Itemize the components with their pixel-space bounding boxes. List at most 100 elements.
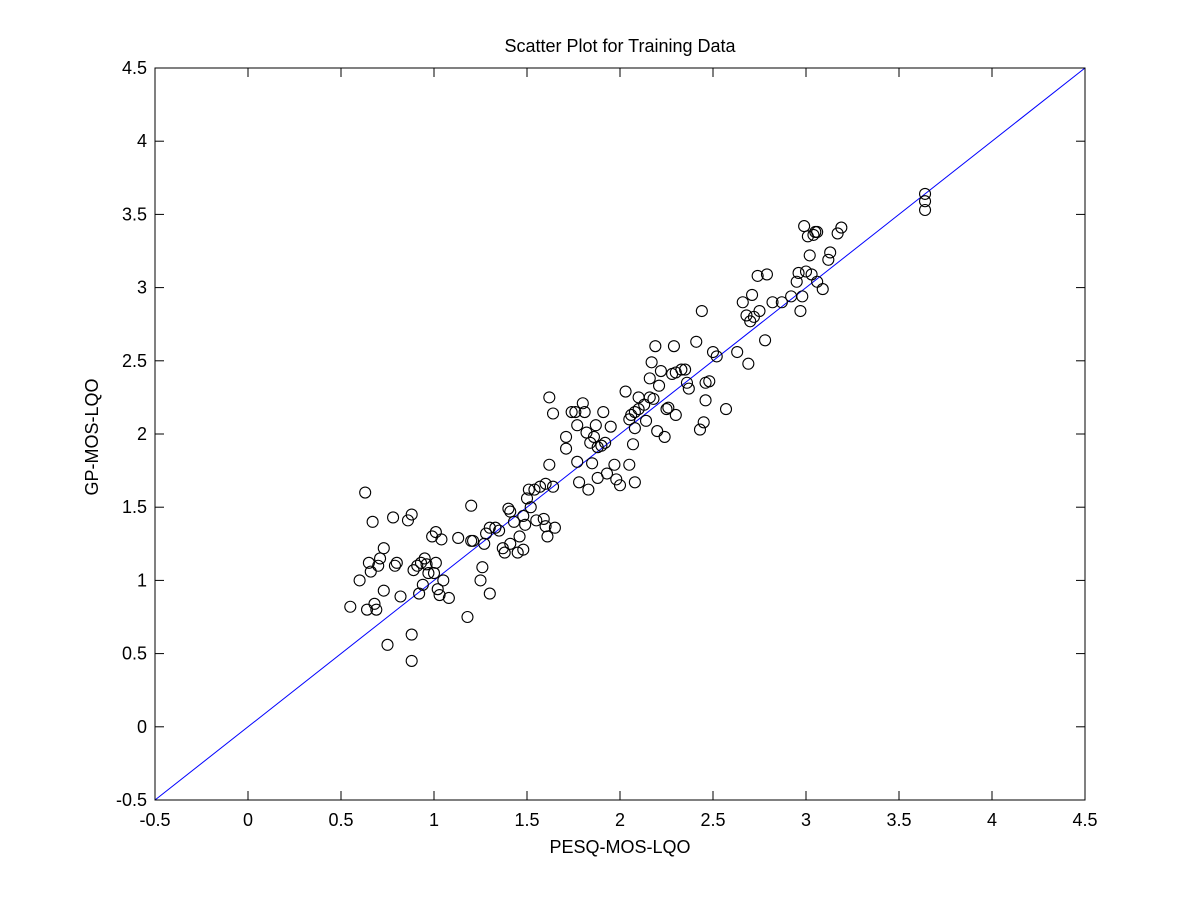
data-point [798,220,811,233]
data-point [699,394,712,407]
data-point [360,603,374,616]
data-point [405,628,418,641]
data-point [452,531,465,544]
reference-line [154,67,1086,801]
y-tick-label: -0.5 [116,790,147,810]
data-point [414,556,428,569]
data-point [697,416,710,429]
data-point [639,414,653,427]
data-point [582,483,595,496]
data-point [474,574,487,587]
reference-line-layer [154,67,1086,801]
data-point [822,253,835,266]
data-point [589,419,602,432]
data-point [483,521,496,534]
data-point [918,203,932,217]
data-point [597,405,610,419]
data-point [576,397,589,410]
data-point [537,512,550,525]
data-point [359,486,372,499]
data-point [742,357,755,370]
data-point [571,419,584,432]
data-point [703,375,716,388]
data-point [377,584,390,597]
data-point [429,556,442,569]
data-point [775,296,788,309]
data-point [760,268,773,281]
data-points-layer [344,187,932,667]
data-point [493,524,506,537]
data-point [759,334,772,347]
data-point [390,556,403,569]
data-point [498,546,511,559]
data-point [628,405,641,419]
data-point [625,408,638,422]
data-point [437,574,450,587]
data-point [489,521,502,534]
data-point [569,405,582,419]
data-point [480,527,493,540]
data-point [623,458,636,471]
data-point [533,480,547,493]
data-point [744,315,757,328]
y-tick-label: 3 [137,278,147,298]
y-tick-label: 4 [137,131,147,151]
data-point [413,587,426,600]
y-tick-label: 2.5 [122,351,147,371]
data-point [442,591,455,605]
x-tick-label: 0.5 [328,810,353,830]
data-point [418,552,431,565]
data-point [517,509,530,523]
data-point [504,505,517,518]
data-point [461,610,474,624]
data-point [435,533,448,546]
data-point [766,296,779,309]
data-point [803,249,816,262]
axes-layer: -0.5 0 0.5 1 1.5 2 2.5 3 3.5 4 4.5 -0.5 0 0.5 1 1.5 2 2.5… [116,58,1098,830]
data-point [796,290,809,303]
x-tick-label: 2 [615,810,625,830]
data-point [799,265,813,278]
data-point [736,296,749,309]
data-point [483,587,496,600]
data-point [511,546,524,559]
data-point [560,442,573,455]
data-point [519,518,532,531]
data-point [600,467,614,480]
data-point [651,425,664,438]
data-point [628,422,641,435]
data-point [368,597,381,610]
data-point [731,345,744,359]
data-point [610,473,623,486]
data-point [811,225,824,239]
x-tick-label: -0.5 [139,810,170,830]
data-point [649,340,662,353]
data-point [835,221,848,234]
x-tick-label: 4 [987,810,997,830]
x-tick-label: 1.5 [514,810,539,830]
data-point [546,480,560,493]
data-point [794,304,807,318]
data-point [626,438,640,451]
data-point [710,350,723,363]
data-point [513,530,526,543]
data-point [565,405,578,419]
data-point [586,457,599,470]
data-point [690,335,703,348]
data-point [816,283,829,296]
data-point [528,483,541,496]
data-point [476,561,489,574]
data-point [824,246,837,259]
data-point [394,590,407,603]
data-point [364,565,377,578]
data-point [465,499,478,512]
data-point [522,483,535,496]
data-point [695,304,708,318]
data-point [573,476,586,489]
data-point [807,228,820,241]
data-point [653,379,666,392]
data-point [401,514,415,527]
data-point [507,515,521,528]
data-point [422,567,435,580]
data-point [405,654,418,667]
